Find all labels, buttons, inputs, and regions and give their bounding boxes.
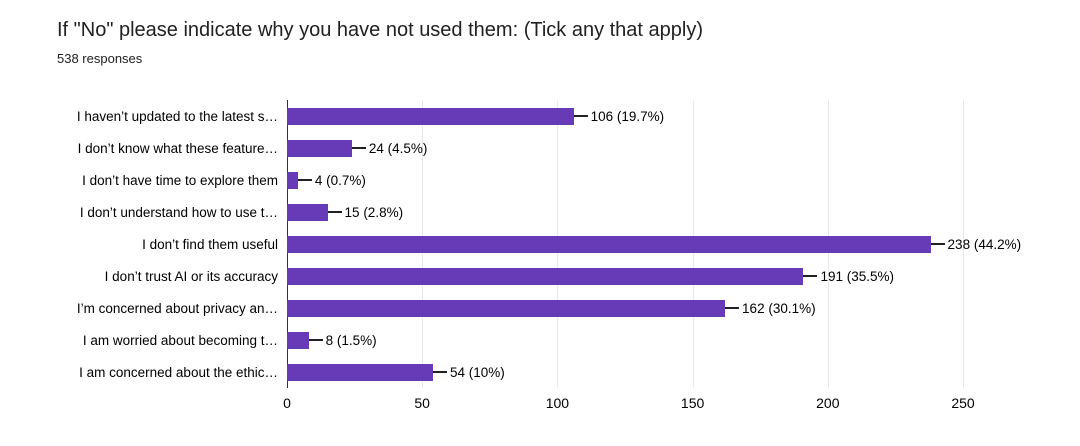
x-axis: 0 50 100 150 200 250 (283, 388, 975, 414)
bar-row: 106 (19.7%) (287, 100, 963, 132)
bar-connector-line (297, 179, 312, 181)
value-label: 8 (1.5%) (325, 332, 377, 348)
plot-area: 106 (19.7%) 24 (4.5%) 4 (0.7%) 15 (2.8%) 238… (287, 100, 1021, 388)
bar-row: 191 (35.5%) (287, 260, 963, 292)
value-label: 162 (30.1%) (742, 300, 816, 316)
bar[interactable] (287, 331, 309, 349)
x-tick-label: 0 (283, 395, 291, 411)
bar-connector-line (433, 371, 448, 373)
category-label: I don’t have time to explore them (82, 172, 278, 188)
value-label: 191 (35.5%) (820, 268, 894, 284)
chart-header: If "No" please indicate why you have not… (0, 0, 1080, 66)
response-count: 538 responses (57, 51, 143, 66)
bar[interactable] (287, 107, 574, 125)
bar[interactable] (287, 171, 298, 189)
bar-connector-line (930, 243, 945, 245)
x-tick-label: 250 (951, 395, 975, 411)
value-label: 54 (10%) (450, 364, 505, 380)
bar-row: 162 (30.1%) (287, 292, 963, 324)
category-label: I am worried about becoming t… (82, 332, 278, 348)
category-label: I don’t trust AI or its accuracy (104, 268, 278, 284)
bar-row: 24 (4.5%) (287, 132, 963, 164)
value-label: 24 (4.5%) (368, 140, 428, 156)
category-label: I don’t understand how to use t… (79, 204, 278, 220)
bar-connector-line (573, 115, 588, 117)
bar[interactable] (287, 299, 726, 317)
bar[interactable] (287, 267, 804, 285)
value-label: 15 (2.8%) (344, 204, 404, 220)
bar-connector-line (327, 211, 342, 213)
question-title: If "No" please indicate why you have not… (57, 19, 704, 41)
bar-row: 15 (2.8%) (287, 196, 963, 228)
value-label: 238 (44.2%) (947, 236, 1022, 252)
bar-connector-line (308, 339, 323, 341)
category-label: I haven’t updated to the latest s… (76, 108, 278, 124)
x-tick-label: 100 (545, 395, 570, 411)
category-label: I’m concerned about privacy an… (76, 300, 278, 316)
bar-connector-line (351, 147, 366, 149)
bar-row: 54 (10%) (287, 356, 963, 388)
bar[interactable] (287, 363, 434, 381)
bar[interactable] (287, 203, 328, 221)
x-tick-label: 50 (414, 395, 430, 411)
bar-row: 238 (44.2%) (287, 228, 1021, 260)
x-tick-label: 200 (816, 395, 840, 411)
bars: 106 (19.7%) 24 (4.5%) 4 (0.7%) 15 (2.8%) 238… (287, 100, 1021, 388)
bar-connector-line (803, 275, 818, 277)
category-labels: I haven’t updated to the latest s… I don’… (0, 100, 287, 388)
gridline (963, 100, 964, 388)
category-label: I don’t find them useful (142, 236, 278, 252)
bar[interactable] (287, 139, 352, 157)
bar-connector-line (725, 307, 740, 309)
bar-row: 4 (0.7%) (287, 164, 963, 196)
bar[interactable] (287, 235, 931, 253)
bar-row: 8 (1.5%) (287, 324, 963, 356)
x-tick-label: 150 (680, 395, 705, 411)
category-label: I don’t know what these feature… (77, 140, 278, 156)
category-label: I am concerned about the ethic… (79, 364, 278, 380)
horizontal-bar-chart: I haven’t updated to the latest s… I don’… (0, 100, 1080, 388)
value-label: 106 (19.7%) (590, 108, 665, 124)
value-label: 4 (0.7%) (314, 172, 366, 188)
